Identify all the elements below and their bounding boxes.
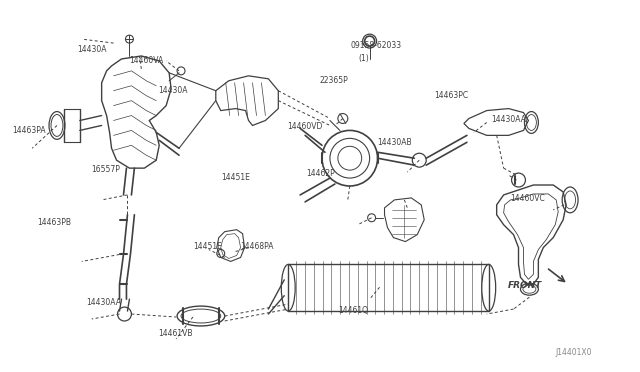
Text: 22365P: 22365P bbox=[320, 76, 349, 85]
Text: FRONT: FRONT bbox=[508, 281, 541, 290]
Text: 14463PB: 14463PB bbox=[37, 218, 71, 227]
Text: 14460VC: 14460VC bbox=[511, 195, 545, 203]
Text: 14461VB: 14461VB bbox=[158, 329, 193, 338]
Text: 16557P: 16557P bbox=[92, 165, 120, 174]
Text: 09158-62033: 09158-62033 bbox=[351, 41, 402, 50]
Text: 14430A: 14430A bbox=[158, 86, 188, 94]
Text: 14462P: 14462P bbox=[306, 169, 335, 177]
Text: 14468PA: 14468PA bbox=[241, 243, 274, 251]
Text: 14430A: 14430A bbox=[77, 45, 107, 54]
Text: 14460VD: 14460VD bbox=[287, 122, 323, 131]
Text: 14451E: 14451E bbox=[221, 173, 250, 182]
Text: 14430AA: 14430AA bbox=[492, 115, 527, 124]
Text: 14463PA: 14463PA bbox=[12, 126, 45, 135]
Text: 14430AA: 14430AA bbox=[86, 298, 121, 307]
Text: J14401X0: J14401X0 bbox=[555, 349, 591, 357]
Text: 14461Q: 14461Q bbox=[338, 306, 368, 315]
Text: (1): (1) bbox=[358, 54, 369, 63]
Text: 14430AB: 14430AB bbox=[377, 138, 412, 147]
Text: 14460VA: 14460VA bbox=[129, 56, 164, 65]
Text: 14463PC: 14463PC bbox=[435, 91, 468, 100]
Text: 14451E: 14451E bbox=[193, 243, 222, 251]
